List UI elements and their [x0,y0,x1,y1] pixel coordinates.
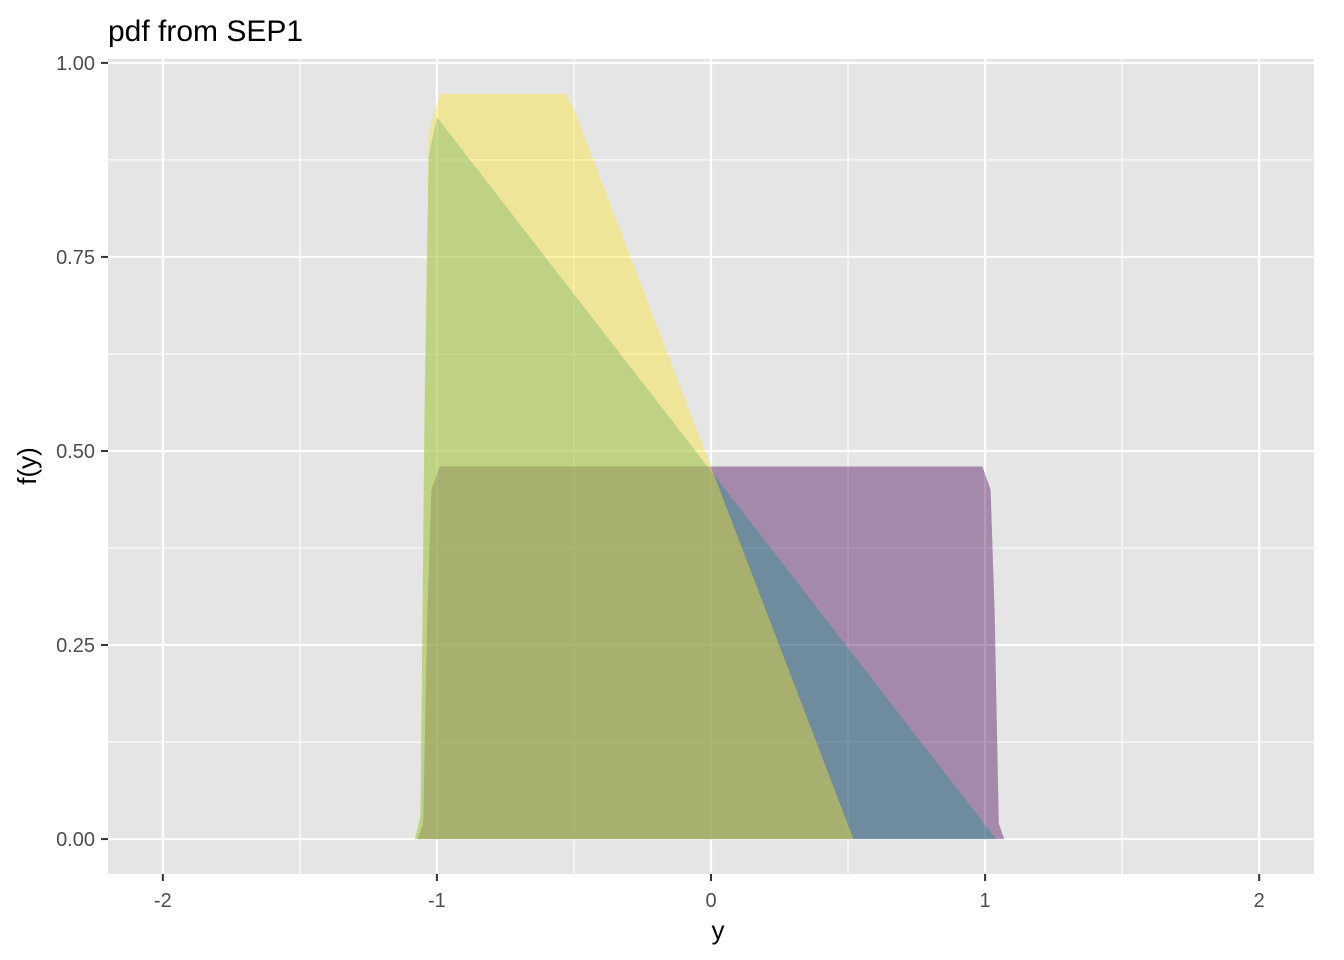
x-tick-label: -1 [428,890,446,912]
density-area-2 [415,117,997,840]
y-tick-label: 0.75 [56,247,95,269]
x-tick-label: 2 [1254,890,1265,912]
y-tick-label: 0.00 [56,829,95,851]
chart-title: pdf from SEP1 [108,15,303,48]
density-area-3 [415,93,854,840]
x-tick-label: -2 [154,890,172,912]
density-area-1 [417,466,1005,840]
y-tick-label: 0.25 [56,635,95,657]
x-axis: -2 -1 0 1 2 [154,874,1265,912]
grid-major [108,59,1314,874]
x-tick-label: 0 [705,890,716,912]
y-axis: 0.00 0.25 0.50 0.75 1.00 [56,53,108,851]
y-tick-label: 0.50 [56,441,95,463]
x-axis-title: y [712,915,725,945]
x-tick-label: 1 [980,890,991,912]
y-axis-title: f(y) [12,447,42,485]
y-tick-label: 1.00 [56,53,95,75]
series-layer [415,93,1005,840]
